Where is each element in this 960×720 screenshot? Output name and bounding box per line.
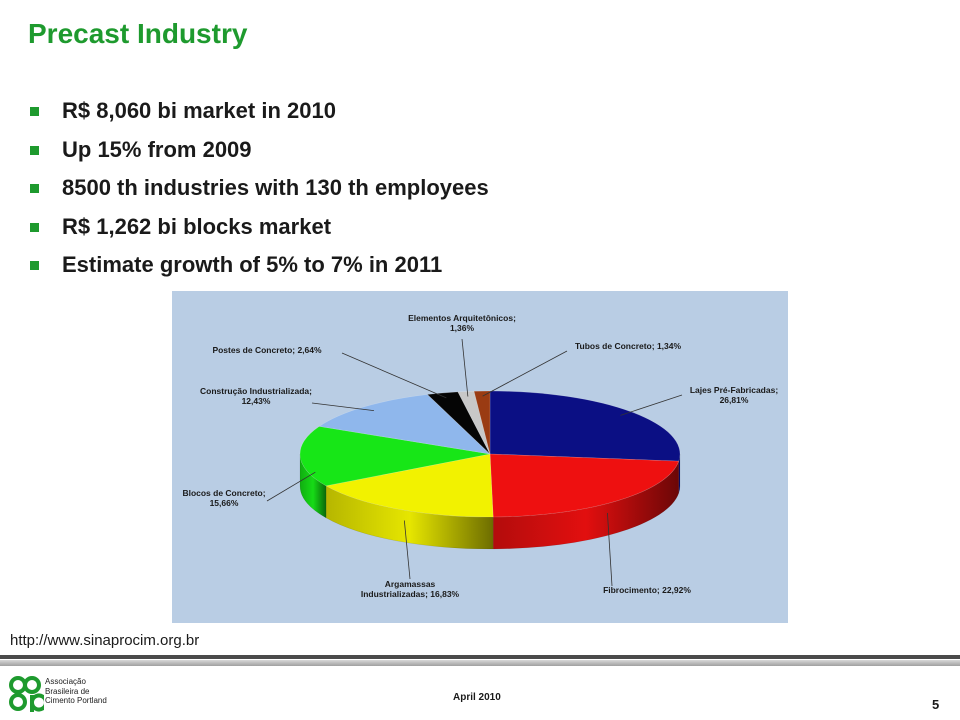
bullet-item: Estimate growth of 5% to 7% in 2011 — [30, 250, 489, 289]
bullet-list: R$ 8,060 bi market in 2010 Up 15% from 2… — [30, 96, 489, 289]
pie-slice-label: Fibrocimento; 22,92% — [603, 585, 691, 595]
leader-line — [266, 471, 316, 502]
bullet-item: R$ 1,262 bi blocks market — [30, 212, 489, 251]
slide-title: Precast Industry — [28, 18, 248, 49]
source-url[interactable]: http://www.sinaprocim.org.br — [10, 632, 200, 649]
leader-line — [311, 402, 374, 412]
bullet-square-icon — [30, 184, 39, 193]
bullet-square-icon — [30, 222, 39, 232]
pie-slice-label: Lajes Pré-Fabricadas; 26,81% — [690, 385, 779, 405]
pie-slice — [489, 453, 680, 518]
leader-line — [341, 352, 447, 399]
bullet-square-icon — [30, 145, 39, 155]
footer-rule-shadow — [0, 660, 960, 666]
bullet-text: Estimate growth of 5% to 7% in 2011 — [62, 252, 443, 277]
logo-text: Associação Brasileira de Cimento Portlan… — [45, 677, 107, 705]
pie-slice — [299, 426, 491, 487]
leader-line — [403, 520, 411, 580]
pie-slice-label: Construção Industrializada; 12,43% — [200, 386, 312, 406]
bullet-text: R$ 1,262 bi blocks market — [62, 213, 332, 239]
bullet-item: 8500 th industries with 130 th employees — [30, 173, 489, 212]
bullet-item: R$ 8,060 bi market in 2010 — [30, 96, 489, 135]
pie-slice-label: Blocos de Concreto; 15,66% — [182, 488, 265, 508]
pie-slice-label: Elementos Arquitetônicos; 1,36% — [408, 313, 516, 333]
leader-line — [461, 338, 469, 397]
leader-line — [620, 394, 683, 416]
leader-line — [607, 512, 613, 587]
pie-slice — [426, 391, 491, 455]
pie-slice-label: Postes de Concreto; 2,64% — [212, 345, 322, 355]
bullet-square-icon — [30, 107, 39, 116]
page-number: 5 — [932, 697, 940, 712]
pie-slice-label: Argamassas Industrializadas; 16,83% — [361, 579, 460, 599]
bullet-text: R$ 8,060 bi market in 2010 — [62, 98, 336, 123]
footer-date: April 2010 — [453, 692, 501, 703]
leader-line — [482, 350, 568, 397]
pie-chart: Lajes Pré-Fabricadas; 26,81% Fibrocimento;… — [182, 313, 779, 599]
pie-slice — [325, 453, 494, 518]
bullet-square-icon — [30, 261, 39, 270]
pie-slice-label: Tubos de Concreto; 1,34% — [575, 341, 682, 351]
pie-chart-panel: Lajes Pré-Fabricadas; 26,81% Fibrocimento;… — [172, 291, 788, 623]
bullet-text: 8500 th industries with 130 th employees — [62, 175, 489, 200]
pie-slice — [457, 390, 491, 455]
bullet-text: Up 15% from 2009 — [62, 136, 252, 162]
pie-slice — [489, 390, 681, 462]
pie-slice — [473, 390, 491, 455]
footer-rule — [0, 655, 960, 659]
abcp-logo-icon — [9, 676, 44, 712]
bullet-item: Up 15% from 2009 — [30, 135, 489, 174]
